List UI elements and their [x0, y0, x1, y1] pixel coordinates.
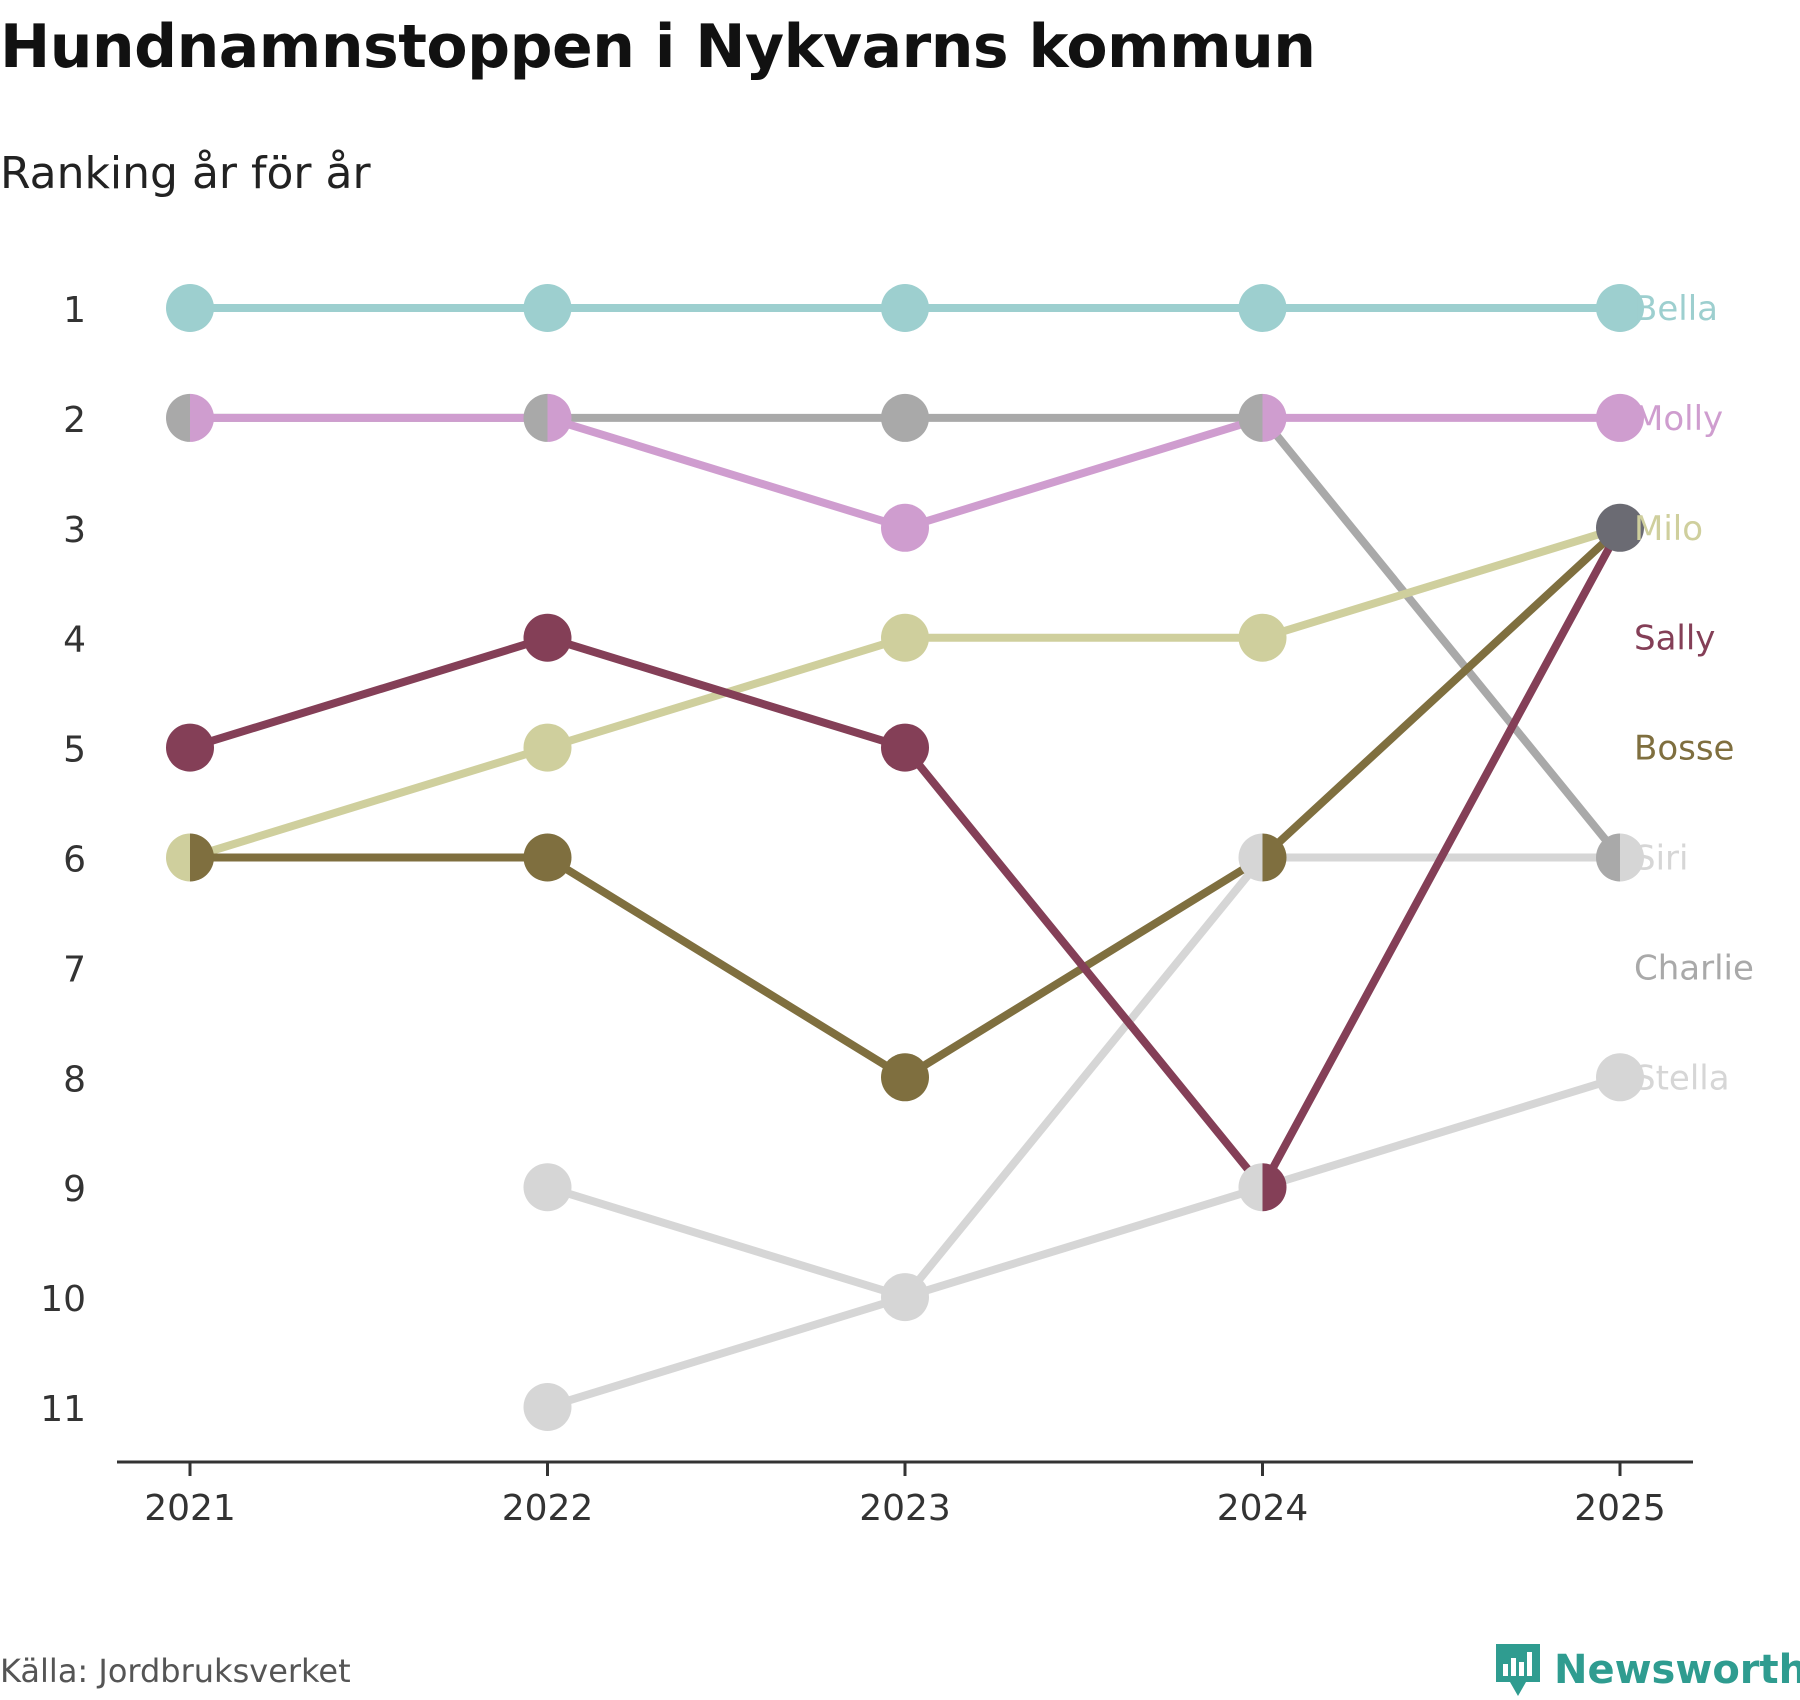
series-label-sally: Sally [1634, 619, 1715, 659]
y-tick-label-2: 2 [63, 400, 86, 441]
brand-name: Newsworthy [1554, 1647, 1800, 1693]
y-tick-label-9: 9 [63, 1169, 86, 1210]
y-tick-label-10: 10 [40, 1279, 86, 1320]
series-label-siri: Siri [1634, 839, 1688, 879]
y-axis: 1 2 3 4 5 6 7 8 9 10 11 [40, 290, 86, 1430]
point-charlie-2024 [1238, 393, 1263, 442]
y-tick-label-5: 5 [63, 730, 86, 771]
point-bella-2024 [1238, 284, 1287, 332]
y-tick-label-11: 11 [40, 1389, 86, 1430]
point-bella-2021 [166, 284, 214, 332]
series-line-stella [543, 1073, 1624, 1302]
point-molly-2023 [881, 503, 929, 552]
point-milo-2022 [523, 723, 572, 772]
point-siri-2022 [523, 1383, 572, 1431]
point-milo-2023 [881, 613, 929, 662]
point-milo-2021 [166, 833, 190, 882]
series-line-milo [186, 523, 1624, 862]
point-stella-2024 [1238, 1163, 1263, 1212]
point-bella-2023 [881, 284, 929, 332]
point-charlie-2021 [166, 393, 190, 442]
point-bosse-2021 [190, 833, 214, 882]
point-bella-2025 [1596, 284, 1644, 332]
x-tick-label-2021: 2021 [144, 1488, 236, 1529]
x-tick-label-2024: 2024 [1217, 1488, 1309, 1529]
x-tick-label-2025: 2025 [1574, 1488, 1666, 1529]
point-molly-2022 [547, 393, 572, 442]
point-sally-2024 [1262, 1163, 1287, 1212]
point-stella-2025 [1596, 1053, 1644, 1102]
series-label-molly: Molly [1634, 399, 1723, 439]
series-label-stella: Stella [1634, 1058, 1730, 1098]
y-tick-label-6: 6 [63, 840, 86, 881]
y-tick-label-4: 4 [63, 620, 86, 661]
point-bosse-2023 [881, 1053, 929, 1102]
point-molly-2024 [1262, 393, 1287, 442]
point-bosse-2024 [1262, 833, 1287, 882]
point-sally-2023 [881, 723, 929, 772]
series-label-milo: Milo [1634, 509, 1703, 549]
series-label-charlie: Charlie [1634, 948, 1754, 988]
x-tick-label-2023: 2023 [859, 1488, 951, 1529]
x-axis: 2021 2022 2023 2024 2025 [117, 1460, 1693, 1529]
point-charlie-2022 [523, 393, 548, 442]
chart-subtitle: Ranking år för år [0, 148, 371, 199]
y-tick-label-7: 7 [63, 949, 86, 990]
y-tick-label-1: 1 [63, 290, 86, 331]
chart-title: Hundnamnstoppen i Nykvarns kommun [0, 12, 1316, 82]
point-molly-2025 [1596, 393, 1644, 442]
point-charlie-2025 [1596, 833, 1620, 882]
source-note: Källa: Jordbruksverket [0, 1652, 351, 1690]
point-sally-2022 [523, 613, 572, 662]
y-tick-label-3: 3 [63, 510, 86, 551]
series-line-bosse [186, 523, 1624, 1082]
x-tick-label-2022: 2022 [502, 1488, 594, 1529]
series-label-bella: Bella [1634, 289, 1718, 329]
series-label-bosse: Bosse [1634, 729, 1734, 769]
point-siri-2024 [1238, 833, 1263, 882]
series-points [166, 284, 1644, 1431]
point-siri-2023 [881, 1273, 905, 1322]
newsworthy-logo-icon [1496, 1644, 1540, 1696]
point-bosse-2022 [523, 833, 572, 882]
point-charlie-2023 [881, 393, 929, 442]
series-line-siri [543, 853, 1624, 1411]
point-molly-2021 [190, 393, 214, 442]
point-milo-2024 [1238, 613, 1287, 662]
series-end-labels: Bella Molly Milo Sally Bosse Siri Charlie Stell… [1634, 289, 1754, 1098]
point-stella-2022 [523, 1163, 572, 1212]
point-tie-milo-bosse-sally-2025 [1596, 503, 1644, 552]
brand-logo: Newsworthy [1492, 1640, 1800, 1700]
point-stella-2023 [905, 1273, 930, 1322]
y-tick-label-8: 8 [63, 1059, 86, 1100]
series-lines [186, 304, 1624, 1411]
point-bella-2022 [523, 284, 572, 332]
point-siri-2025 [1620, 833, 1644, 882]
point-sally-2021 [166, 723, 214, 772]
